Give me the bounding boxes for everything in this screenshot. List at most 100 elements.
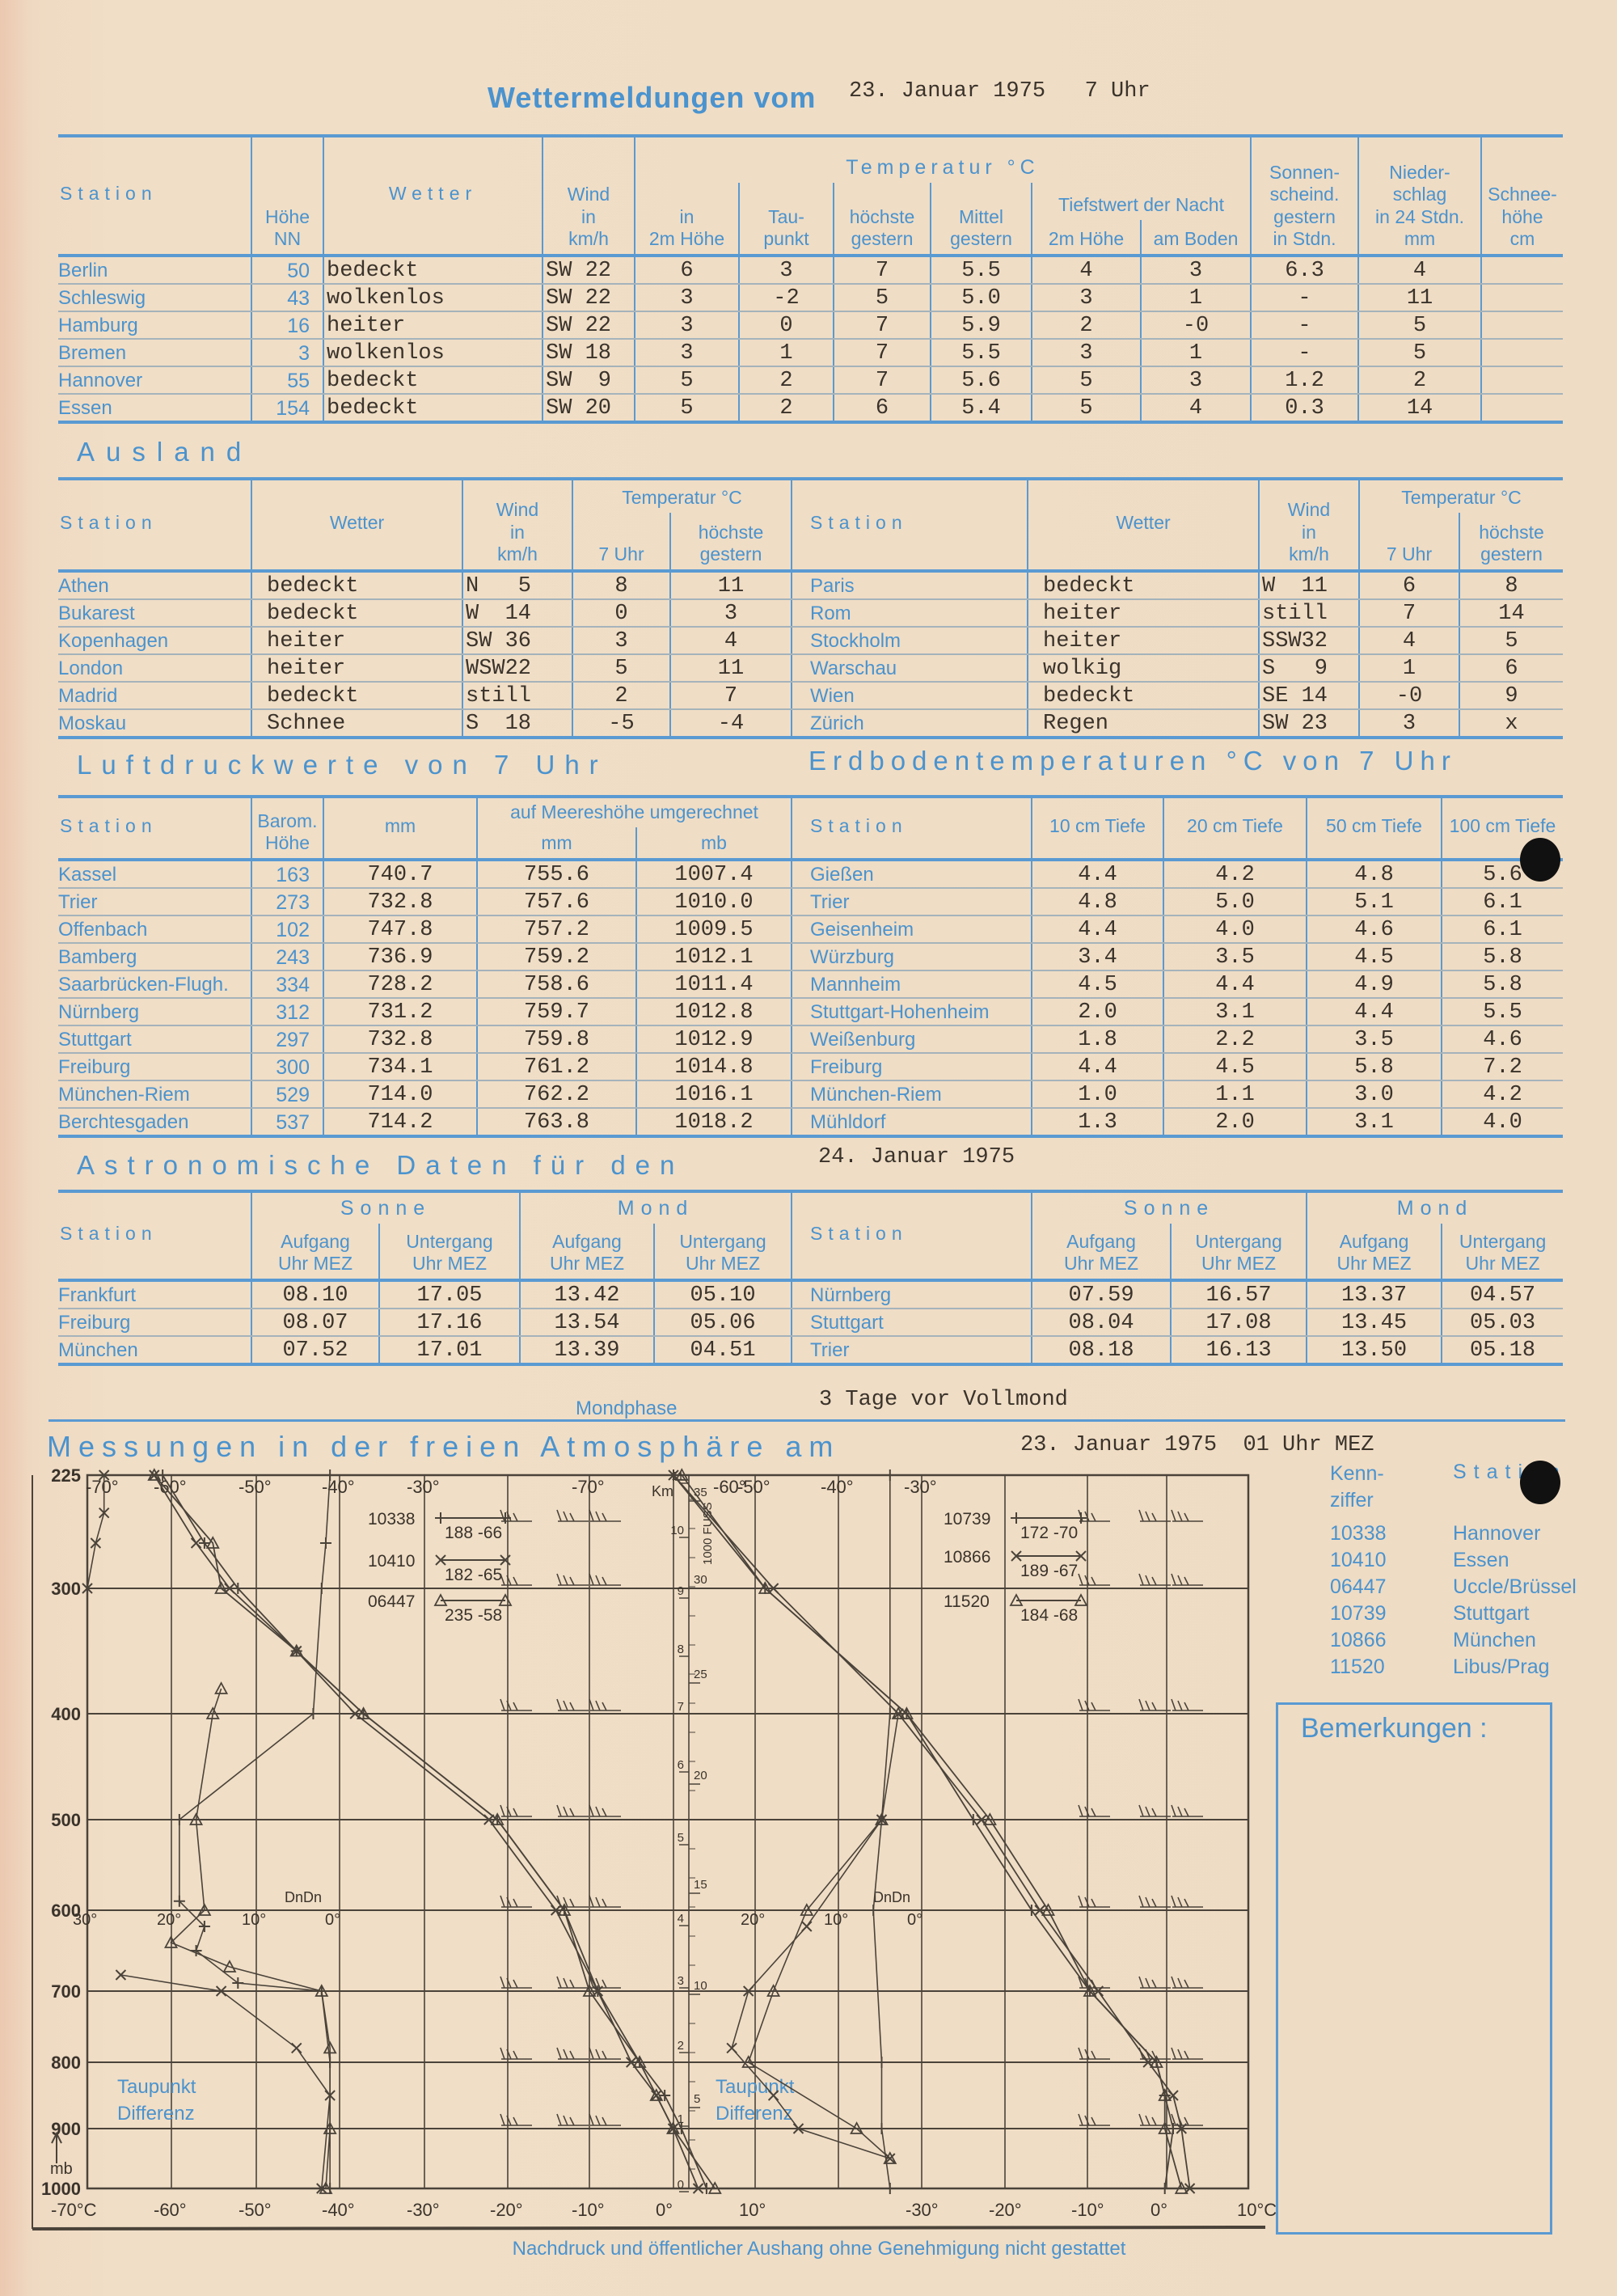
col-100cm: 100 cm Tiefe [1441, 797, 1563, 861]
tropopause-marker [498, 1593, 513, 1606]
wind-barb-icon [500, 2113, 532, 2126]
weather: heiter [1027, 599, 1259, 628]
moonrise: 13.42 [519, 1280, 655, 1309]
right-panel-data-point [874, 1812, 889, 1825]
sea-level-mb: 1011.4 [635, 970, 792, 999]
fuss-tick-label: 35 [694, 1486, 707, 1499]
col-tiefst-boden: am Boden [1139, 220, 1252, 257]
wind: SW 36 [462, 627, 572, 655]
km-tick-label: 4 [678, 1912, 684, 1926]
col-7uhr-2: 7 Uhr [1358, 513, 1459, 573]
weather: heiter [251, 627, 462, 655]
sunset: 16.57 [1170, 1280, 1307, 1309]
wind-barb-icon [556, 2113, 589, 2126]
right-panel-data-point [884, 2153, 896, 2164]
left-panel-dewpoint-difference-line [179, 1474, 331, 2188]
sunrise: 08.07 [251, 1309, 379, 1337]
sea-level-mb: 1012.8 [635, 998, 792, 1026]
station-name: Mühldorf [791, 1108, 1032, 1136]
col-temp-2m: in 2m Höhe [634, 183, 739, 257]
max-yesterday: 7 [833, 366, 931, 395]
soil-20cm: 5.0 [1163, 888, 1307, 916]
tropopause-station-code: 10410 [368, 1552, 415, 1571]
station-name: Bukarest [58, 599, 251, 628]
station-name: Trier [791, 888, 1032, 916]
col-group-mond-2: Mond [1306, 1191, 1564, 1224]
tropopause-marker [1074, 1593, 1088, 1606]
pressure-tick-label: 500 [51, 1810, 81, 1830]
arrow-up-icon [51, 2131, 62, 2144]
left-panel-data-point [232, 1977, 244, 1989]
wind-barb-icon [556, 2047, 589, 2060]
weather: bedeckt [251, 571, 462, 600]
barom-height: 300 [251, 1053, 323, 1081]
max-yesterday: 6 [1459, 654, 1563, 683]
table-row: Hamburg 16 heiter SW 22 3 0 7 5.9 2 -0-5 [58, 311, 1564, 340]
right-panel-data-point [766, 1984, 781, 1997]
station-name: Athen [58, 571, 251, 600]
soil-50cm: 3.5 [1306, 1025, 1442, 1054]
left-panel-data-point [665, 2121, 681, 2134]
tropopause-value: 184 -68 [1020, 1606, 1078, 1625]
table-row: München 07.52 17.01 13.39 04.51 Trier 08.18 16.… [58, 1336, 1564, 1364]
top-tick-label: -70° [572, 1477, 605, 1497]
bottom-tick-label: -50° [239, 2200, 272, 2220]
table-row: Offenbach 102 747.8 757.2 1009.5 Geisenheim 4.… [58, 915, 1563, 944]
station-name: Kassel [58, 860, 251, 889]
tropopause-station-code: 10739 [944, 1510, 990, 1529]
left-panel-data-point [315, 1583, 327, 1594]
precipitation: 4 [1357, 256, 1482, 285]
page-title: Wettermeldungen vom [488, 81, 817, 114]
wind: SW 18 [542, 339, 635, 367]
max-yesterday: 11 [669, 571, 792, 600]
station-name: Stuttgart [791, 1309, 1032, 1337]
wind: WSW22 [462, 654, 572, 683]
wind-barb-icon [1171, 1976, 1203, 1989]
left-panel-data-point [319, 1537, 331, 1549]
wind: SW 22 [542, 256, 635, 285]
station-name: Kopenhagen [58, 627, 251, 655]
temp-7uhr: 3 [572, 627, 670, 655]
top-tick-label: -60° [713, 1477, 746, 1497]
soil-10cm: 4.8 [1031, 888, 1163, 916]
station-name: Hannover [58, 366, 251, 395]
col-station-erdboden: Station [791, 797, 1032, 861]
left-panel-data-point [214, 1681, 229, 1694]
weather: heiter [251, 654, 462, 683]
col-mond-untergang: Untergang Uhr MEZ [653, 1224, 792, 1282]
pressure-mm: 732.8 [323, 1025, 477, 1054]
soil-50cm: 5.1 [1306, 888, 1442, 916]
soil-100cm: 5.8 [1441, 943, 1563, 971]
inland-weather-table: Station Höhe NN Wetter Wind in km/h Temp… [58, 134, 1564, 424]
col-mond-aufgang-2: Aufgang Uhr MEZ [1306, 1224, 1442, 1282]
station-name: Mannheim [791, 970, 1032, 999]
wind: SW 9 [542, 366, 635, 395]
pressure-tick-label: 225 [51, 1465, 81, 1486]
right-panel-data-point [850, 2121, 864, 2134]
max-yesterday: 14 [1459, 599, 1563, 628]
wind: still [462, 682, 572, 710]
tropopause-station-code: 10338 [368, 1510, 415, 1529]
station-name: Rom [791, 599, 1028, 628]
tropopause-value: 182 -65 [445, 1566, 502, 1584]
tropopause-station-code: 10866 [944, 1548, 990, 1567]
left-panel-dewpoint-difference-line [87, 1475, 105, 1589]
dewpoint: 0 [738, 311, 834, 340]
min-2m: 4 [1031, 256, 1141, 285]
sea-level-mm: 757.2 [476, 915, 636, 944]
legend-code: 10338 [1330, 1522, 1387, 1545]
soil-10cm: 1.0 [1031, 1080, 1163, 1109]
tropopause-marker [435, 1554, 446, 1566]
soil-50cm: 4.9 [1306, 970, 1442, 999]
right-panel-data-point [1083, 1984, 1097, 1997]
sea-level-mb: 1014.8 [635, 1053, 792, 1081]
left-panel-data-point [700, 2183, 712, 2194]
station-name: Weißenburg [791, 1025, 1032, 1054]
station-name: Essen [58, 397, 112, 419]
min-2m: 5 [1031, 394, 1141, 422]
min-ground: 1 [1139, 284, 1252, 312]
station-name: Stockholm [791, 627, 1028, 655]
station-name: Madrid [58, 682, 251, 710]
diagram-frame [86, 1474, 1250, 2190]
remarks-box[interactable]: Bemerkungen : [1276, 1702, 1552, 2235]
